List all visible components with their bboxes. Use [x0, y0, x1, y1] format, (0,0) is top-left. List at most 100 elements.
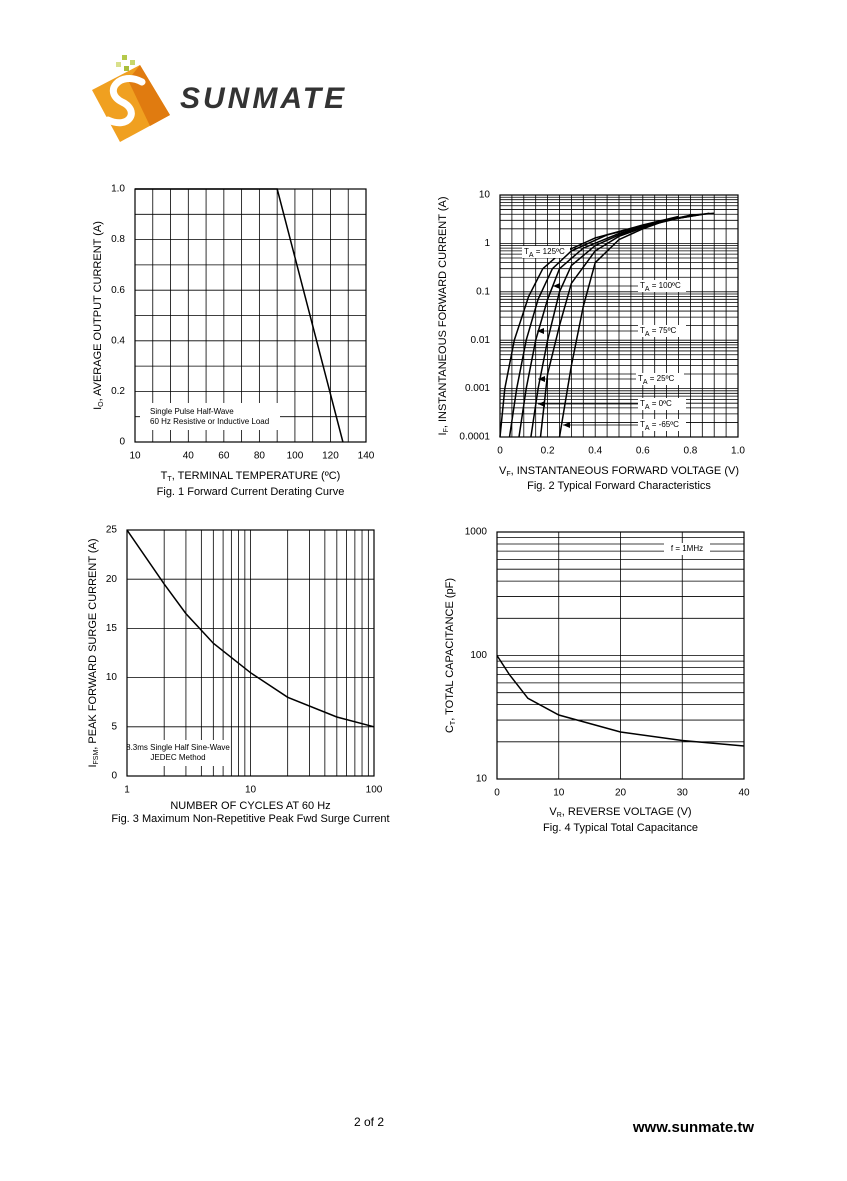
y-tick-label: 0: [119, 437, 125, 448]
label-bg: [522, 246, 570, 258]
label-bg: [638, 280, 686, 292]
y-axis-label-part: T: [450, 720, 457, 725]
y-tick-label: 0.0001: [459, 432, 490, 443]
logo-mark: [92, 55, 170, 142]
x-axis-label-part: R: [557, 812, 562, 819]
figure-caption: Fig. 1 Forward Current Derating Curve: [157, 486, 345, 498]
series-label-part: A: [643, 379, 648, 386]
series-label-part: = 125ºC: [534, 247, 565, 256]
y-tick-label: 10: [106, 672, 118, 683]
y-tick-label: 0.6: [111, 285, 125, 296]
y-axis-label-part: , PEAK FORWARD SURGE CURRENT (A): [87, 538, 99, 749]
annotation: 8.3ms Single Half Sine-Wave: [126, 743, 230, 752]
x-tick-label: 40: [738, 788, 750, 799]
y-tick-label: 0: [111, 771, 117, 782]
data-line: [508, 216, 679, 438]
x-tick-label: 0.6: [636, 446, 650, 457]
y-tick-label: 25: [106, 525, 118, 536]
x-axis-label: VF, INSTANTANEOUS FORWARD VOLTAGE (V): [499, 465, 739, 478]
x-axis-label-part: F: [506, 471, 510, 478]
series-label: TA = -65ºC: [640, 420, 679, 432]
x-tick-label: 100: [287, 451, 304, 462]
label-bg: [638, 325, 686, 337]
x-tick-label: 10: [129, 451, 141, 462]
figure-caption: Fig. 2 Typical Forward Characteristics: [527, 480, 711, 492]
x-tick-label: 20: [615, 788, 627, 799]
series-label-part: A: [645, 286, 650, 293]
data-line: [558, 212, 715, 438]
arrow-head: [563, 422, 570, 428]
x-tick-label: 0.8: [683, 446, 697, 457]
data-line: [135, 188, 344, 443]
series-label-part: T: [640, 399, 645, 408]
x-tick-label: 1: [124, 785, 130, 796]
series-label-part: T: [640, 281, 645, 290]
x-axis-label: NUMBER OF CYCLES AT 60 Hz: [170, 800, 330, 812]
y-tick-label: 0.001: [465, 383, 490, 394]
y-axis-label-part: , TOTAL CAPACITANCE (pF): [444, 578, 456, 721]
x-tick-label: 10: [245, 785, 257, 796]
y-axis-label: IFSM, PEAK FORWARD SURGE CURRENT (A): [87, 538, 100, 767]
arrow-head: [553, 283, 560, 289]
annotation: f = 1MHz: [671, 544, 703, 553]
label-bg: [636, 373, 684, 385]
page-number: 2 of 2: [354, 1115, 384, 1129]
website: www.sunmate.tw: [632, 1119, 754, 1136]
y-axis-label: CT, TOTAL CAPACITANCE (pF): [444, 578, 457, 733]
x-tick-label: 1.0: [731, 446, 745, 457]
x-tick-label: 0.2: [541, 446, 555, 457]
y-tick-label: 0.8: [111, 234, 125, 245]
series-label-part: = 100ºC: [650, 281, 681, 290]
label-bg: [638, 398, 686, 410]
x-axis-label-part: , INSTANTANEOUS FORWARD VOLTAGE (V): [511, 465, 739, 477]
logo-text: SUNMATE: [180, 82, 347, 115]
series-label-part: T: [524, 247, 529, 256]
y-tick-label: 100: [470, 650, 487, 661]
y-tick-label: 20: [106, 574, 118, 585]
x-axis-label: TT, TERMINAL TEMPERATURE (ºC): [161, 470, 341, 483]
y-axis-label-part: I: [92, 407, 104, 410]
annotation-bg: [140, 403, 280, 430]
annotation: JEDEC Method: [150, 753, 205, 762]
y-tick-label: 1: [484, 238, 490, 249]
y-tick-label: 0.2: [111, 386, 125, 397]
x-tick-label: 100: [366, 785, 383, 796]
arrow-head: [537, 328, 544, 334]
series-label: TA = 25ºC: [638, 374, 675, 386]
y-tick-label: 0.4: [111, 335, 125, 346]
figure-caption: Fig. 3 Maximum Non-Repetitive Peak Fwd S…: [111, 813, 389, 825]
x-tick-label: 80: [254, 451, 266, 462]
x-tick-label: 0: [497, 446, 503, 457]
data-line: [496, 655, 745, 747]
y-axis-label-part: F: [443, 428, 450, 432]
y-tick-label: 10: [479, 190, 491, 201]
y-tick-label: 10: [476, 774, 488, 785]
series-label-part: A: [529, 252, 534, 259]
series-label-part: = 0ºC: [650, 399, 672, 408]
series-label: TA = 125ºC: [524, 247, 565, 259]
y-axis-label-part: I: [437, 432, 449, 435]
x-tick-label: 30: [677, 788, 689, 799]
label-bg: [638, 419, 686, 431]
annotation: 60 Hz Resistive or Inductive Load: [150, 417, 269, 426]
y-axis-label-part: FSM: [93, 750, 100, 765]
y-tick-label: 1.0: [111, 184, 125, 195]
series-label-part: A: [645, 331, 650, 338]
x-axis-label-part: V: [549, 806, 557, 818]
x-axis-label-part: V: [499, 465, 507, 477]
annotation: Single Pulse Half-Wave: [150, 407, 234, 416]
y-axis-label-part: , INSTANTANEOUS FORWARD CURRENT (A): [437, 197, 449, 429]
x-axis-label-part: T: [161, 470, 168, 482]
y-axis-label-part: I: [87, 764, 99, 767]
annotation-bg: [664, 543, 710, 555]
series-label: TA = 100ºC: [640, 281, 681, 293]
x-tick-label: 10: [553, 788, 565, 799]
y-tick-label: 5: [111, 721, 117, 732]
x-tick-label: 140: [358, 451, 375, 462]
x-axis-label: VR, REVERSE VOLTAGE (V): [549, 806, 691, 819]
series-label-part: = 75ºC: [650, 326, 677, 335]
series-label-part: T: [640, 326, 645, 335]
x-axis-label-part: , REVERSE VOLTAGE (V): [562, 806, 692, 818]
x-tick-label: 60: [218, 451, 230, 462]
